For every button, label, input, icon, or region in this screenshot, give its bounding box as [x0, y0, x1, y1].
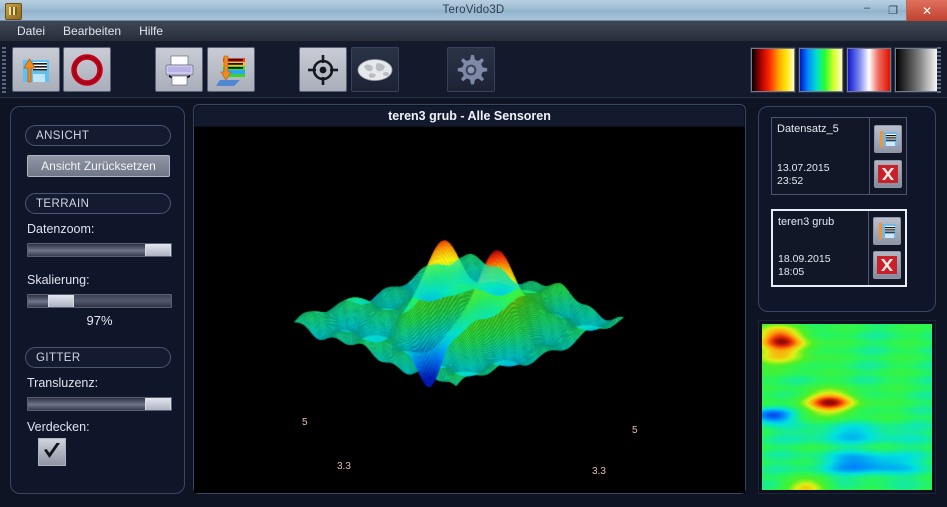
- datenzoom-slider[interactable]: [27, 243, 172, 257]
- menu-item-bearbeiten[interactable]: Bearbeiten: [63, 24, 122, 38]
- axis-left-tick-33: 3.3: [337, 461, 351, 472]
- toolbar-export-button[interactable]: [207, 47, 255, 92]
- delete-icon: [878, 164, 898, 183]
- menu-item-datei[interactable]: Datei: [17, 24, 46, 38]
- window-controls: – ❐ ✕: [854, 0, 947, 21]
- delete-icon: [877, 256, 897, 274]
- title-bar: TeroVido3D – ❐ ✕: [0, 0, 947, 21]
- axis-right-tick-33: 3.3: [592, 466, 606, 477]
- palette-gray-button[interactable]: [895, 48, 939, 92]
- settings-icon: [457, 54, 488, 84]
- transluzenz-label: Transluzenz:: [27, 376, 99, 390]
- dataset-actions-1: [870, 118, 906, 194]
- heatmap-preview[interactable]: [762, 324, 932, 490]
- viewport-title: teren3 grub - Alle Sensoren: [195, 106, 744, 126]
- axis-right-tick-5: 5: [632, 425, 638, 436]
- toolbar-save-button[interactable]: [12, 47, 60, 92]
- toolbar-grip-right[interactable]: [937, 47, 941, 93]
- dataset-info-1: Datensatz_5 13.07.2015 23:52: [772, 118, 870, 194]
- palette-hot-button[interactable]: [751, 48, 795, 92]
- sidebar-group-terrain: TERRAIN: [25, 193, 171, 214]
- terrain-surface[interactable]: [194, 127, 745, 493]
- dataset-name-1: Datensatz_5: [777, 123, 839, 135]
- verdecken-checkbox[interactable]: [38, 438, 66, 466]
- toolbar-print-button[interactable]: [155, 47, 203, 92]
- palette-rainbow-button[interactable]: [799, 48, 843, 92]
- skalierung-value: 97%: [86, 313, 113, 328]
- sidebar-group-ansicht: ANSICHT: [25, 125, 171, 146]
- close-button[interactable]: ✕: [906, 0, 947, 21]
- palette-coolwarm-button[interactable]: [847, 48, 891, 92]
- toolbar-globe-button[interactable]: [351, 47, 399, 92]
- dataset-time-2: 18:05: [778, 266, 805, 278]
- axis-left-tick-5: 5: [302, 417, 308, 428]
- toolbar-center-button[interactable]: [299, 47, 347, 92]
- verdecken-label: Verdecken:: [27, 420, 90, 434]
- dataset-actions-2: [869, 211, 905, 285]
- save-icon: [23, 57, 49, 82]
- dataset-row-2[interactable]: teren3 grub 18.09.2015 18:05: [771, 209, 907, 287]
- menu-bar: Datei Bearbeiten Hilfe: [0, 21, 947, 42]
- viewport-panel: teren3 grub - Alle Sensoren 5 3.3 1.7 5 …: [193, 104, 746, 494]
- sidebar-group-gitter: GITTER: [25, 347, 171, 368]
- dataset-date-2: 18.09.2015: [778, 253, 831, 265]
- window-title: TeroVido3D: [442, 4, 505, 16]
- dataset-load-button-2[interactable]: [873, 217, 901, 245]
- app-icon: [5, 3, 22, 20]
- gl-canvas-3d[interactable]: 5 3.3 1.7 5 3.3 1.7 0: [194, 127, 745, 493]
- record-icon: [71, 53, 103, 86]
- dataset-delete-button-1[interactable]: [874, 159, 902, 188]
- dataset-panel: Datensatz_5 13.07.2015 23:52: [758, 106, 936, 312]
- heatmap-canvas[interactable]: [762, 324, 932, 490]
- toolbar: [0, 42, 947, 98]
- transluzenz-slider[interactable]: [27, 397, 172, 411]
- target-icon: [308, 54, 338, 85]
- skalierung-label: Skalierung:: [27, 273, 90, 287]
- sidebar: ANSICHT Ansicht Zurücksetzen TERRAIN Dat…: [10, 106, 185, 494]
- load-icon: [879, 223, 896, 239]
- maximize-button[interactable]: ❐: [888, 5, 898, 17]
- menu-item-hilfe[interactable]: Hilfe: [139, 24, 164, 38]
- globe-icon: [357, 58, 393, 81]
- minimize-button[interactable]: –: [863, 2, 871, 14]
- dataset-name-2: teren3 grub: [778, 216, 835, 228]
- dataset-row-1[interactable]: Datensatz_5 13.07.2015 23:52: [771, 117, 907, 195]
- dataset-date-1: 13.07.2015: [777, 162, 830, 174]
- skalierung-slider[interactable]: [27, 294, 172, 308]
- checkmark-icon: [44, 443, 60, 458]
- dataset-load-button-1[interactable]: [874, 124, 902, 153]
- dataset-info-2: teren3 grub 18.09.2015 18:05: [773, 211, 869, 285]
- dataset-time-1: 23:52: [777, 175, 804, 187]
- reset-view-button[interactable]: Ansicht Zurücksetzen: [27, 155, 170, 177]
- datenzoom-label: Datenzoom:: [27, 222, 95, 236]
- export-icon: [216, 55, 245, 86]
- toolbar-settings-button[interactable]: [447, 47, 495, 92]
- print-icon: [165, 55, 194, 85]
- dataset-delete-button-2[interactable]: [873, 251, 901, 279]
- load-icon: [880, 130, 897, 147]
- toolbar-record-button[interactable]: [63, 47, 111, 92]
- toolbar-grip-left[interactable]: [2, 47, 6, 93]
- heatmap-preview-panel: [758, 320, 936, 494]
